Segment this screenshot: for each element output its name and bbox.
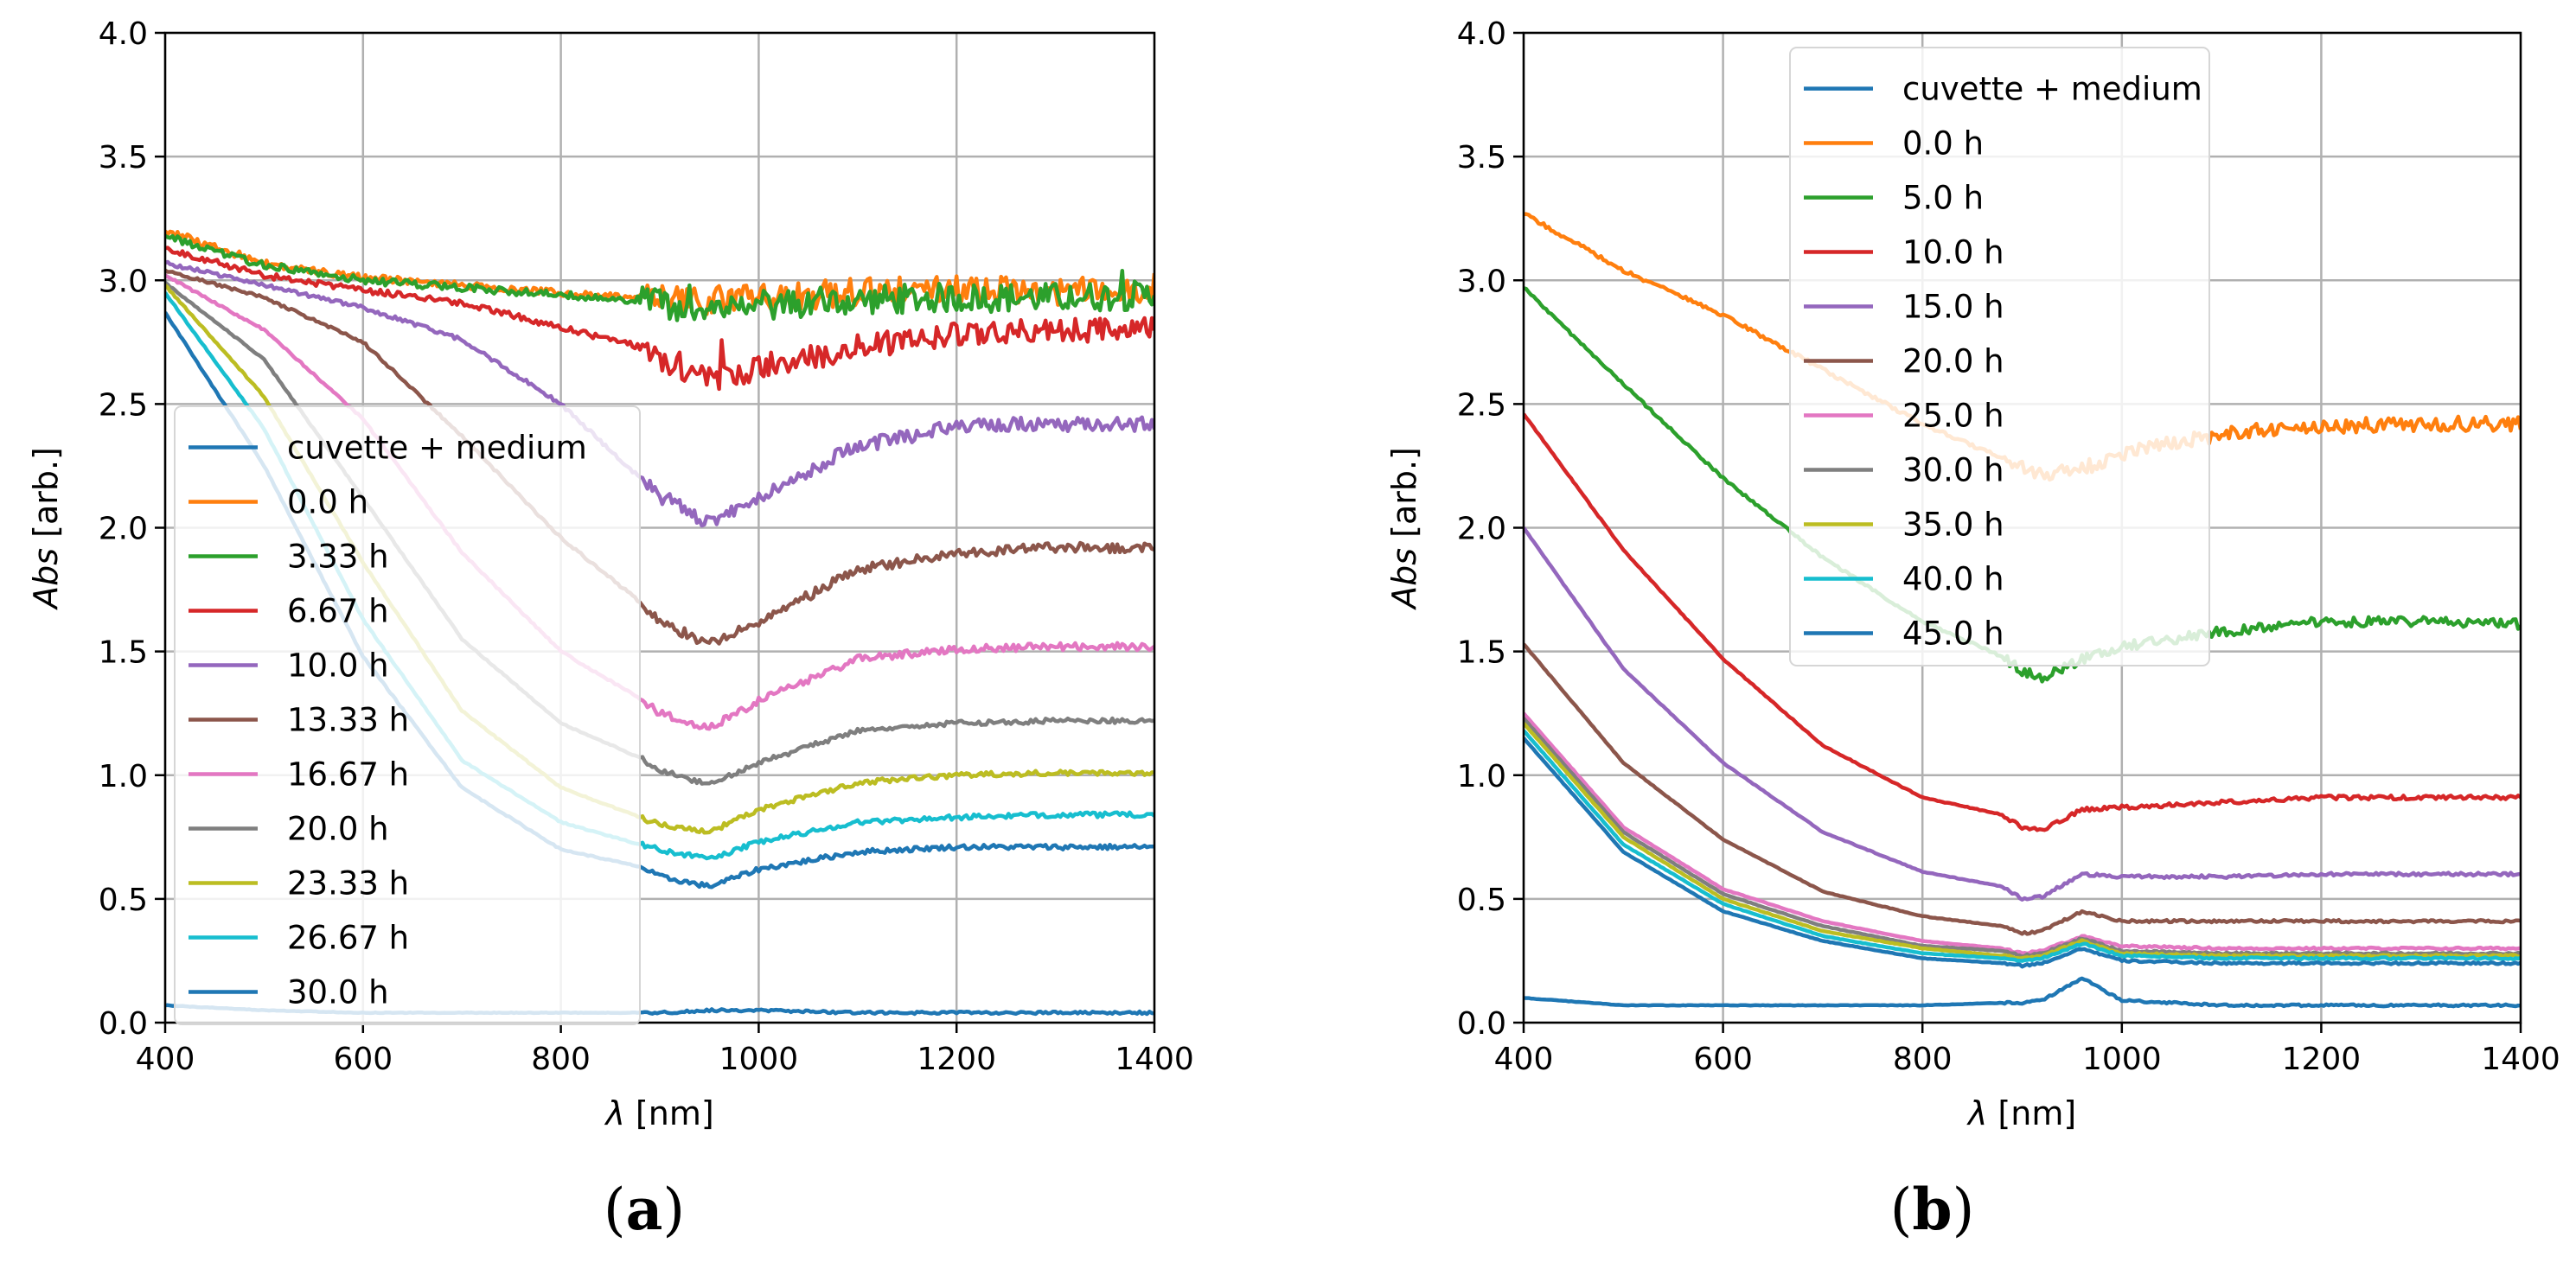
x-tick-label: 1200: [2282, 1042, 2362, 1077]
legend-entry-label: cuvette + medium: [1902, 71, 2202, 108]
legend-entry-label: 30.0 h: [287, 974, 389, 1011]
x-tick-label: 400: [136, 1042, 195, 1077]
y-tick-label: 2.5: [99, 387, 148, 423]
x-axis-unit: [nm]: [625, 1094, 714, 1132]
series-line-45-0-h: [1524, 737, 2521, 969]
x-axis-symbol: λ: [1966, 1094, 1988, 1132]
legend-entry-label: 35.0 h: [1902, 507, 2004, 544]
panel-label-a: (a): [603, 1176, 686, 1243]
series-line-5-0-h: [1524, 286, 2521, 684]
y-tick-label: 3.5: [99, 140, 148, 175]
y-tick-label: 2.0: [1457, 512, 1506, 547]
panel-label-b: (b): [1889, 1176, 1975, 1243]
series-line-10-0-h: [1524, 412, 2521, 832]
legend-entry-label: 15.0 h: [1902, 289, 2004, 326]
legend-entry-label: 6.67 h: [287, 593, 389, 630]
x-axis-symbol: λ: [604, 1094, 625, 1132]
legend: cuvette + medium 0.0 h 3.33 h 6.67 h 10.0 h 1…: [174, 405, 641, 1025]
y-axis-symbol: Abs: [27, 548, 65, 611]
y-axis-title: Abs [arb.]: [27, 447, 65, 611]
legend-box: [1789, 47, 2210, 666]
x-tick-label: 600: [333, 1042, 393, 1077]
x-tick-label: 600: [1693, 1042, 1753, 1077]
x-tick-label: 800: [1893, 1042, 1953, 1077]
y-tick-label: 4.0: [99, 16, 148, 52]
y-tick-label: 0.0: [99, 1006, 148, 1042]
y-tick-label: 3.5: [1457, 140, 1506, 175]
series-line-16-67-h: [165, 273, 1154, 731]
series-line-cuvette: [1524, 976, 2521, 1009]
series-line-3-33-h: [165, 233, 1154, 322]
x-tick-label: 1000: [719, 1042, 799, 1077]
legend-entry-label: 16.67 h: [287, 756, 409, 794]
x-tick-label: 800: [531, 1042, 591, 1077]
y-axis-unit: [arb.]: [1385, 447, 1423, 548]
x-tick-label: 1000: [2082, 1042, 2162, 1077]
legend: cuvette + medium 0.0 h 5.0 h 10.0 h 15.0 h 20…: [1789, 47, 2210, 666]
x-tick-label: 1200: [917, 1042, 996, 1077]
panel-label-b-letter: b: [1912, 1176, 1953, 1243]
legend-entry-label: 0.0 h: [1902, 125, 1984, 163]
series-line-10-0-h: [165, 259, 1154, 528]
series-line-35-0-h: [1524, 722, 2521, 960]
chart-b: 400 600 800 1000 1200 1400 0.0 0.5 1.0 1.5 2.0 2.5 3…: [1385, 16, 2560, 1132]
legend-entry-label: 30.0 h: [1902, 452, 2004, 489]
x-tick-label: 1400: [1115, 1042, 1194, 1077]
y-tick-label: 1.5: [1457, 635, 1506, 671]
series-line-25-0-h: [1524, 711, 2521, 956]
legend-entry-label: 10.0 h: [1902, 234, 2004, 271]
series-line-13-33-h: [165, 268, 1154, 646]
y-axis-symbol: Abs: [1385, 548, 1423, 611]
y-tick-label: 1.0: [99, 759, 148, 794]
series-line-15-0-h: [1524, 526, 2521, 902]
series-line-6-67-h: [165, 246, 1154, 392]
y-tick-label: 0.5: [99, 883, 148, 918]
y-tick-label: 0.0: [1457, 1006, 1506, 1042]
x-axis-title: λ [nm]: [604, 1094, 713, 1132]
y-tick-label: 1.5: [99, 635, 148, 671]
y-tick-label: 3.0: [1457, 264, 1506, 299]
legend-entry-label: 5.0 h: [1902, 180, 1984, 217]
legend-entry-label: cuvette + medium: [287, 430, 587, 467]
legend-entry-label: 26.67 h: [287, 920, 409, 957]
x-axis-unit: [nm]: [1987, 1094, 2076, 1132]
y-tick-label: 2.5: [1457, 387, 1506, 423]
legend-entry-label: 23.33 h: [287, 865, 409, 902]
y-tick-label: 0.5: [1457, 883, 1506, 918]
legend-entry-label: 45.0 h: [1902, 615, 2004, 653]
series-line-40-0-h: [1524, 729, 2521, 963]
series-line-20-0-h: [1524, 642, 2521, 936]
y-axis-title: Abs [arb.]: [1385, 447, 1423, 611]
y-tick-label: 4.0: [1457, 16, 1506, 52]
chart-a: 400 600 800 1000 1200 1400 0.0 0.5 1.0 1.5 2.0 2.5 3…: [27, 16, 1194, 1132]
legend-box: [174, 405, 641, 1025]
legend-entry-label: 20.0 h: [1902, 343, 2004, 380]
x-tick-label: 1400: [2481, 1042, 2560, 1077]
y-tick-label: 2.0: [99, 512, 148, 547]
x-tick-label: 400: [1494, 1042, 1554, 1077]
series-group: [1524, 212, 2521, 1009]
y-axis-unit: [arb.]: [27, 447, 65, 548]
legend-entry-label: 0.0 h: [287, 484, 368, 521]
legend-entry-label: 13.33 h: [287, 702, 409, 739]
legend-entry-label: 40.0 h: [1902, 561, 2004, 598]
y-tick-label: 1.0: [1457, 759, 1506, 794]
panel-label-a-letter: a: [625, 1176, 663, 1243]
x-axis-title: λ [nm]: [1966, 1094, 2076, 1132]
legend-entry-label: 10.0 h: [287, 647, 389, 685]
legend-entry-label: 20.0 h: [287, 811, 389, 848]
legend-entry-label: 25.0 h: [1902, 398, 2004, 435]
y-tick-label: 3.0: [99, 264, 148, 299]
legend-entry-label: 3.33 h: [287, 539, 389, 576]
